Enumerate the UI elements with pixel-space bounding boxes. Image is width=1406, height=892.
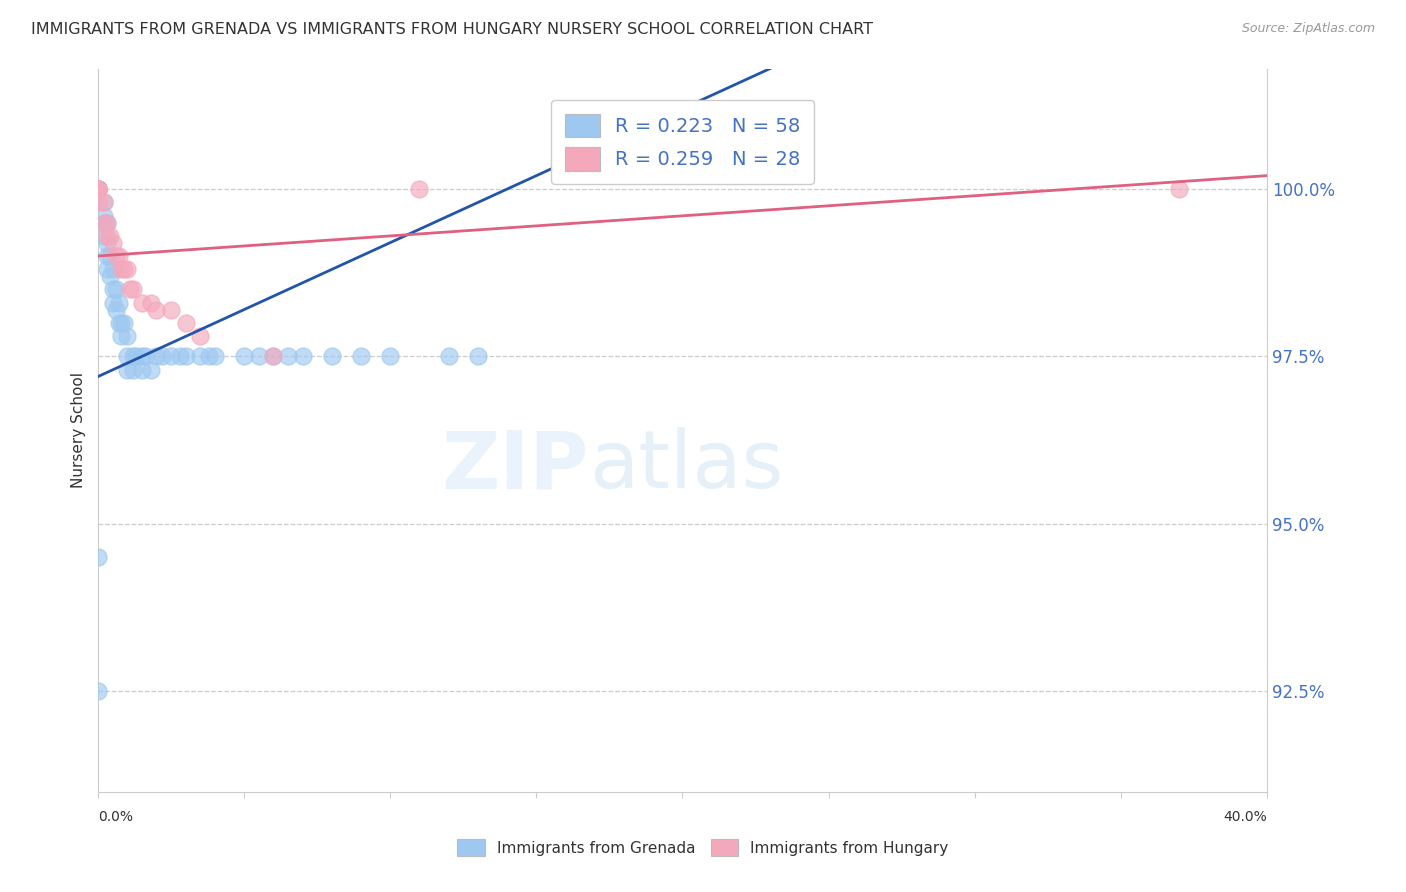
Point (117, 350, 139, 364)
Text: ZIP: ZIP (441, 427, 589, 505)
Point (87, 182, 110, 196)
Point (188, 350, 211, 364)
Point (131, 350, 153, 364)
Point (87, 182, 110, 196)
Point (87, 182, 110, 196)
Point (139, 363, 162, 377)
Point (247, 350, 270, 364)
Point (131, 363, 153, 377)
Point (101, 283, 124, 297)
Text: 0.0%: 0.0% (98, 811, 134, 824)
Point (198, 350, 221, 364)
Legend: Immigrants from Grenada, Immigrants from Hungary: Immigrants from Grenada, Immigrants from… (451, 833, 955, 862)
Point (107, 249, 129, 263)
Text: atlas: atlas (589, 427, 783, 505)
Point (120, 283, 142, 297)
Point (169, 350, 191, 364)
Point (96, 262, 118, 277)
Point (145, 302, 167, 317)
Point (145, 350, 167, 364)
Point (107, 296, 129, 310)
Point (262, 350, 284, 364)
Point (98, 269, 121, 284)
Point (93, 195, 115, 210)
Point (107, 316, 129, 330)
Point (87, 684, 110, 698)
Point (87, 550, 110, 565)
Point (174, 350, 197, 364)
Point (117, 363, 139, 377)
Point (98, 228, 121, 243)
Point (110, 329, 132, 343)
Text: 40.0%: 40.0% (1223, 811, 1267, 824)
Point (350, 350, 373, 364)
Point (101, 235, 124, 250)
Point (87, 182, 110, 196)
Point (93, 228, 115, 243)
Point (174, 316, 197, 330)
Point (104, 249, 127, 263)
Point (380, 350, 402, 364)
Point (87, 182, 110, 196)
Point (101, 262, 124, 277)
Point (87, 182, 110, 196)
Point (408, 182, 430, 196)
Point (96, 215, 118, 229)
Point (150, 350, 173, 364)
Point (131, 296, 153, 310)
Point (277, 350, 299, 364)
Point (112, 316, 135, 330)
Point (93, 215, 115, 229)
Point (87, 182, 110, 196)
Point (1168, 182, 1191, 196)
Y-axis label: Nursery School: Nursery School (72, 372, 86, 488)
Point (87, 182, 110, 196)
Point (291, 350, 314, 364)
Point (87, 182, 110, 196)
Text: IMMIGRANTS FROM GRENADA VS IMMIGRANTS FROM HUNGARY NURSERY SCHOOL CORRELATION CH: IMMIGRANTS FROM GRENADA VS IMMIGRANTS FR… (31, 22, 873, 37)
Point (96, 249, 118, 263)
Point (87, 195, 110, 210)
Point (87, 182, 110, 196)
Point (96, 215, 118, 229)
Legend: R = 0.223   N = 58, R = 0.259   N = 28: R = 0.223 N = 58, R = 0.259 N = 28 (551, 100, 814, 185)
Point (188, 329, 211, 343)
Point (93, 209, 115, 223)
Point (96, 228, 118, 243)
Point (87, 182, 110, 196)
Point (87, 182, 110, 196)
Point (104, 283, 127, 297)
Point (160, 302, 183, 317)
Point (104, 302, 127, 317)
Point (467, 350, 489, 364)
Point (160, 350, 183, 364)
Point (122, 350, 145, 364)
Point (117, 262, 139, 277)
Point (122, 283, 145, 297)
Point (139, 296, 162, 310)
Point (437, 350, 460, 364)
Text: Source: ZipAtlas.com: Source: ZipAtlas.com (1241, 22, 1375, 36)
Point (321, 350, 343, 364)
Point (87, 182, 110, 196)
Point (112, 262, 135, 277)
Point (101, 296, 124, 310)
Point (98, 249, 121, 263)
Point (117, 329, 139, 343)
Point (110, 262, 132, 277)
Point (204, 350, 226, 364)
Point (262, 350, 284, 364)
Point (110, 316, 132, 330)
Point (93, 215, 115, 229)
Point (125, 350, 148, 364)
Point (233, 350, 256, 364)
Point (96, 235, 118, 250)
Point (93, 195, 115, 210)
Point (134, 350, 156, 364)
Point (122, 363, 145, 377)
